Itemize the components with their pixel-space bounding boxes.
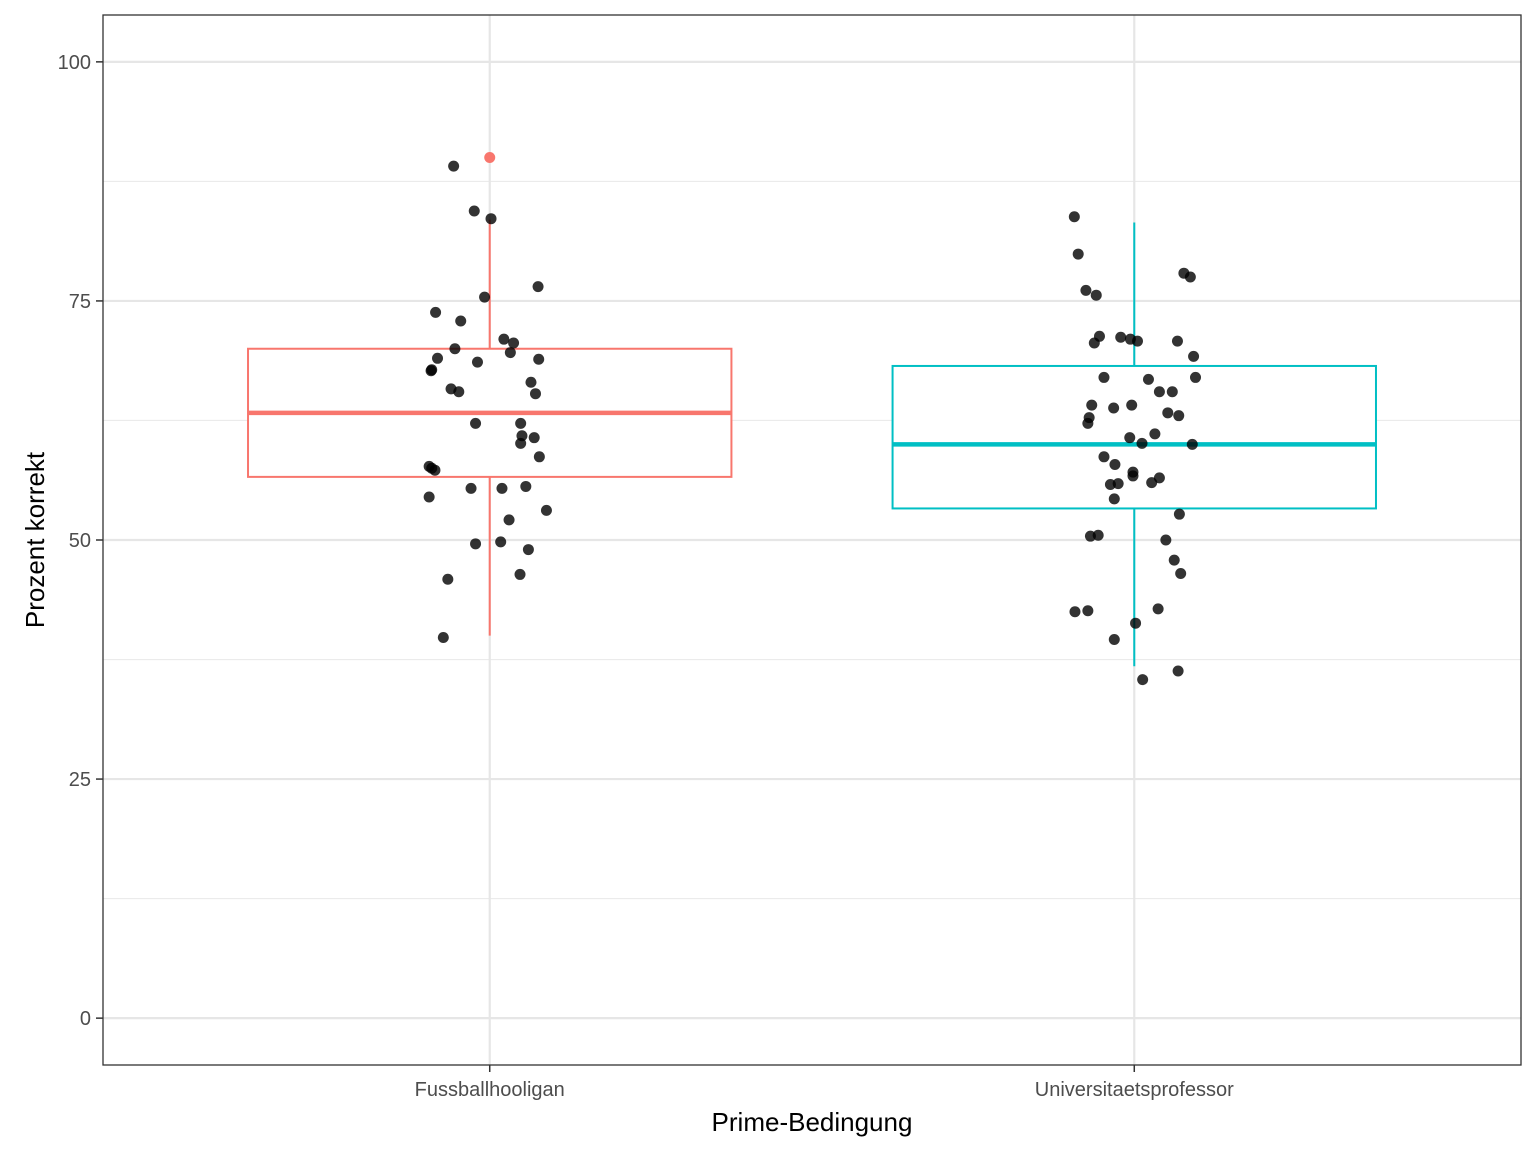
data-point <box>455 315 467 327</box>
data-point <box>528 432 540 444</box>
data-point <box>1188 350 1200 362</box>
data-point <box>532 281 544 293</box>
outlier-point <box>484 151 496 163</box>
data-point <box>529 388 541 400</box>
data-point <box>522 544 534 556</box>
data-point <box>1115 331 1127 343</box>
data-point <box>465 482 477 494</box>
data-point <box>1131 335 1143 347</box>
y-tick-label: 25 <box>69 769 91 791</box>
data-point <box>1090 289 1102 301</box>
data-point <box>1098 451 1110 463</box>
data-point <box>423 491 435 503</box>
data-point <box>471 356 483 368</box>
data-point <box>504 347 516 359</box>
data-point <box>1162 407 1174 419</box>
point-layer <box>423 160 1202 686</box>
data-point <box>432 352 444 364</box>
data-point <box>1153 386 1165 398</box>
data-point <box>525 376 537 388</box>
data-point <box>437 632 449 644</box>
y-tick-label: 75 <box>69 291 91 313</box>
data-point <box>1130 617 1142 629</box>
box-1 <box>247 151 733 636</box>
data-point <box>453 386 465 398</box>
data-point <box>503 514 515 526</box>
data-point <box>1108 493 1120 505</box>
data-point <box>470 417 482 429</box>
data-point <box>1108 402 1120 414</box>
data-point <box>1136 437 1148 449</box>
data-point <box>1126 399 1138 411</box>
data-point <box>1072 248 1084 260</box>
data-point <box>449 343 461 355</box>
data-point <box>533 353 545 365</box>
data-point <box>1080 284 1092 296</box>
x-tick-label: Universitaetsprofessor <box>1035 1079 1234 1101</box>
x-tick-label: Fussballhooligan <box>415 1079 565 1101</box>
data-point <box>1082 605 1094 617</box>
data-point <box>496 482 508 494</box>
data-point <box>479 291 491 303</box>
data-point <box>515 417 527 429</box>
data-point <box>448 160 460 172</box>
data-point <box>1175 567 1187 579</box>
y-tick-label: 0 <box>80 1008 91 1030</box>
data-point <box>1142 373 1154 385</box>
data-point <box>1088 337 1100 349</box>
data-point <box>1168 554 1180 566</box>
data-point <box>1112 478 1124 490</box>
data-point <box>1098 371 1110 383</box>
data-point <box>1082 417 1094 429</box>
data-point <box>1149 428 1161 440</box>
data-point <box>1124 432 1136 444</box>
data-point <box>1146 477 1158 489</box>
y-tick-label: 100 <box>58 52 91 74</box>
data-point <box>1108 633 1120 645</box>
data-point <box>1172 665 1184 677</box>
box-layer <box>247 151 1377 667</box>
data-point <box>1084 530 1096 542</box>
data-point <box>1069 606 1081 618</box>
data-point <box>426 462 438 474</box>
x-axis-title: Prime-Bedingung <box>712 1107 913 1137</box>
data-point <box>495 536 507 548</box>
data-point <box>1109 458 1121 470</box>
data-point <box>1127 470 1139 482</box>
data-point <box>1160 534 1172 546</box>
data-point <box>1173 410 1185 422</box>
data-point <box>515 437 527 449</box>
y-axis-title: Prozent korrekt <box>20 451 50 628</box>
data-point <box>520 480 532 492</box>
data-point <box>442 573 454 585</box>
data-point <box>1186 438 1198 450</box>
data-point <box>1173 508 1185 520</box>
data-point <box>1166 386 1178 398</box>
data-point <box>540 504 552 516</box>
data-point <box>498 333 510 345</box>
data-point <box>1152 603 1164 615</box>
data-point <box>1190 371 1202 383</box>
data-point <box>1068 211 1080 223</box>
data-point <box>485 213 497 225</box>
y-tick-label: 50 <box>69 530 91 552</box>
axis-layer: 0 25 50 75 100 Fussballhooligan Universitaetsp… <box>58 52 1234 1101</box>
data-point <box>1086 399 1098 411</box>
data-point <box>425 365 437 377</box>
data-point <box>533 451 545 463</box>
data-point <box>508 337 520 349</box>
data-point <box>470 538 482 550</box>
data-point <box>1184 271 1196 283</box>
data-point <box>1137 674 1149 686</box>
data-point <box>430 306 442 318</box>
data-point <box>1171 335 1183 347</box>
data-point <box>514 568 526 580</box>
data-point <box>468 205 480 217</box>
